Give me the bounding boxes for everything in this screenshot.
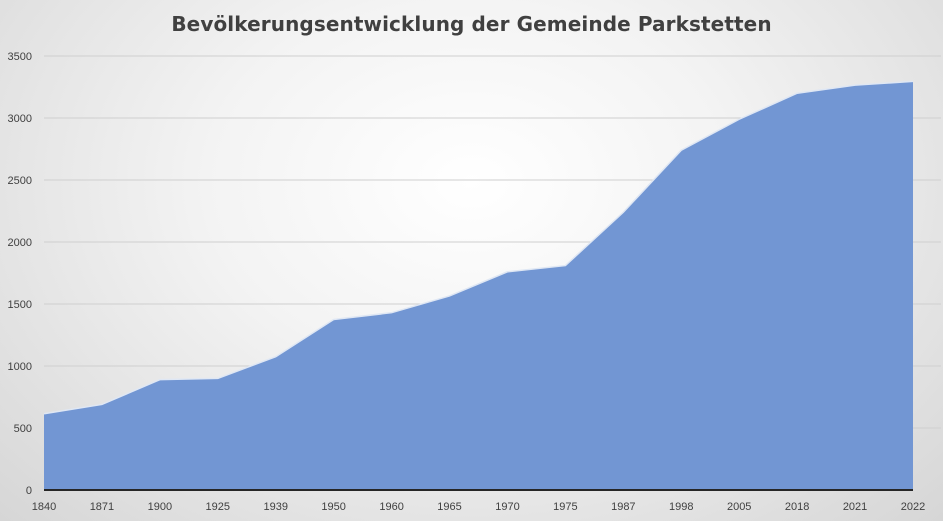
y-tick-label-3500: 3500 [8,51,32,63]
x-tick-label-1975: 1975 [553,501,577,513]
x-tick-label-1965: 1965 [437,501,461,513]
series-area [44,81,913,491]
x-tick-label-1970: 1970 [495,501,519,513]
series-line [43,80,914,415]
x-tick-label-1939: 1939 [263,501,287,513]
x-tick-label-1840: 1840 [32,501,56,513]
x-tick-label-1900: 1900 [148,501,172,513]
x-tick-label-1960: 1960 [379,501,403,513]
x-tick-label-2018: 2018 [785,501,809,513]
x-tick-label-2022: 2022 [901,501,925,513]
x-tick-label-1950: 1950 [321,501,345,513]
x-tick-label-1987: 1987 [611,501,635,513]
x-tick-label-2005: 2005 [727,501,751,513]
y-tick-label-3000: 3000 [8,113,32,125]
y-tick-label-500: 500 [14,423,32,435]
y-tick-label-2000: 2000 [8,237,32,249]
y-tick-label-0: 0 [26,485,32,497]
x-tick-label-1871: 1871 [90,501,114,513]
x-tick-label-2021: 2021 [843,501,867,513]
x-tick-label-1998: 1998 [669,501,693,513]
x-tick-label-1925: 1925 [206,501,230,513]
chart-title: Bevölkerungsentwicklung der Gemeinde Par… [171,12,772,36]
y-tick-label-2500: 2500 [8,175,32,187]
y-tick-label-1500: 1500 [8,299,32,311]
y-tick-label-1000: 1000 [8,361,32,373]
